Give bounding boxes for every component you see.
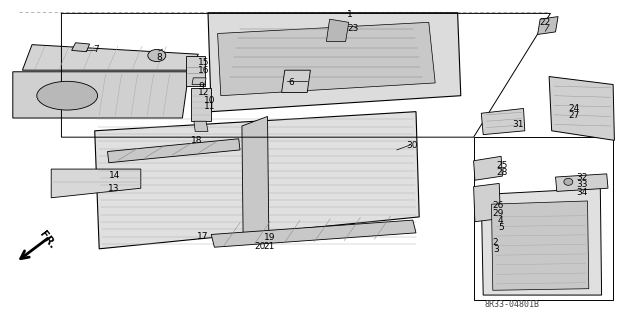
Polygon shape	[208, 13, 461, 112]
Bar	[474, 137, 613, 300]
Text: 19: 19	[264, 233, 275, 242]
Text: 3: 3	[493, 245, 499, 254]
Polygon shape	[481, 108, 525, 135]
Text: 30: 30	[406, 141, 418, 150]
Polygon shape	[186, 56, 205, 86]
Text: 26: 26	[492, 201, 504, 210]
Text: 29: 29	[492, 209, 504, 218]
Polygon shape	[492, 201, 589, 290]
Text: 32: 32	[576, 173, 588, 182]
Text: 15: 15	[198, 58, 210, 67]
Ellipse shape	[148, 49, 166, 62]
Text: FR.: FR.	[37, 229, 57, 251]
Text: 34: 34	[576, 189, 588, 197]
Text: 4: 4	[498, 216, 504, 225]
Ellipse shape	[37, 81, 97, 110]
Polygon shape	[13, 72, 189, 118]
Text: 20: 20	[255, 242, 266, 251]
Text: 10: 10	[204, 96, 215, 105]
Text: 9: 9	[198, 82, 204, 91]
Text: 13: 13	[108, 184, 119, 193]
Polygon shape	[474, 156, 502, 180]
Polygon shape	[72, 43, 90, 52]
Text: 2: 2	[493, 238, 499, 247]
Text: 33: 33	[576, 180, 588, 189]
Text: 11: 11	[204, 102, 215, 111]
Text: 12: 12	[198, 88, 210, 97]
Polygon shape	[218, 22, 435, 96]
Text: 7: 7	[93, 45, 99, 54]
Polygon shape	[538, 17, 558, 34]
Polygon shape	[549, 77, 614, 140]
Text: 8: 8	[157, 53, 163, 62]
Polygon shape	[51, 169, 141, 198]
Polygon shape	[282, 70, 310, 93]
Text: 16: 16	[198, 66, 210, 75]
Text: 8R33-04801B: 8R33-04801B	[484, 300, 540, 309]
Text: 6: 6	[288, 78, 294, 87]
Text: 18: 18	[191, 136, 202, 145]
Text: 14: 14	[109, 171, 120, 180]
Text: 22: 22	[540, 18, 551, 27]
Polygon shape	[95, 112, 419, 249]
Text: 31: 31	[512, 120, 524, 129]
Text: 23: 23	[347, 24, 358, 33]
Polygon shape	[192, 78, 206, 85]
Text: 24: 24	[568, 104, 580, 113]
Text: 27: 27	[568, 111, 580, 120]
Polygon shape	[242, 116, 269, 244]
Text: 25: 25	[496, 161, 508, 170]
Polygon shape	[326, 19, 349, 41]
Text: 5: 5	[498, 223, 504, 232]
Ellipse shape	[564, 178, 573, 185]
Polygon shape	[556, 174, 608, 191]
Text: 21: 21	[264, 242, 275, 251]
Polygon shape	[481, 188, 602, 295]
Polygon shape	[211, 220, 416, 247]
Polygon shape	[194, 121, 208, 131]
Text: 17: 17	[197, 232, 209, 241]
Text: 28: 28	[496, 168, 508, 177]
Polygon shape	[474, 183, 500, 222]
Polygon shape	[191, 88, 211, 121]
Polygon shape	[108, 139, 240, 163]
Polygon shape	[22, 45, 198, 70]
Text: 1: 1	[347, 11, 353, 19]
